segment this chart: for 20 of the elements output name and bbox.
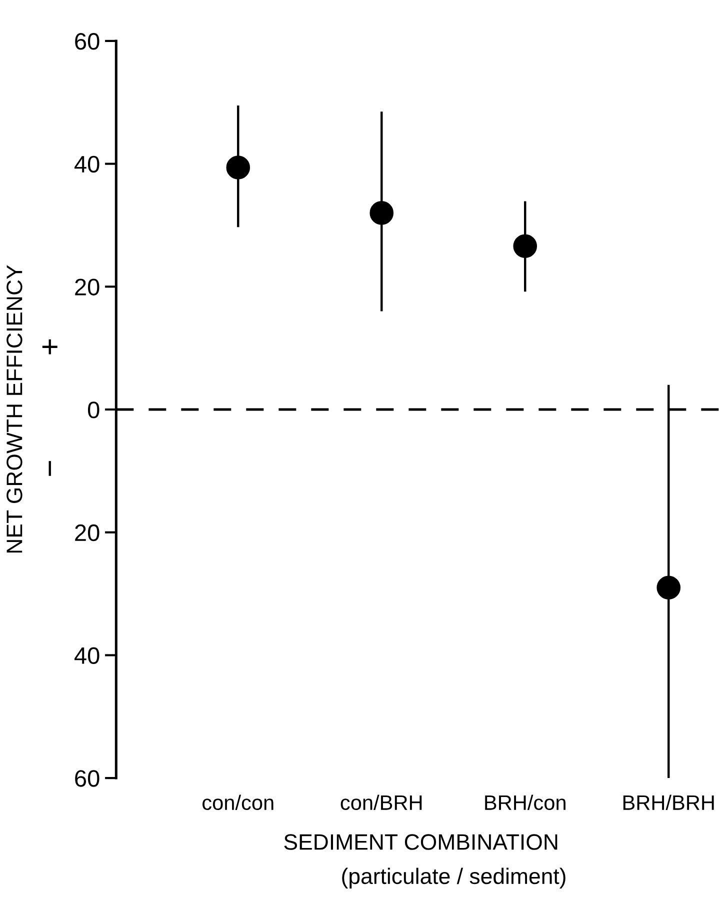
- y-tick-label: 60: [75, 770, 100, 787]
- x-tick-label: con/con: [202, 794, 274, 810]
- text: (particulate / sediment): [342, 868, 566, 889]
- text: +: [42, 339, 58, 354]
- x-tick-label: BRH/BRH: [623, 794, 714, 810]
- point: [370, 201, 394, 225]
- x-tick-label: con/BRH: [340, 794, 422, 810]
- y-tick-label: 20: [75, 278, 100, 296]
- x-tick-label: BRH/con: [485, 794, 566, 810]
- point: [656, 576, 680, 600]
- y-tick-label: 0: [88, 402, 100, 418]
- point: [513, 234, 538, 258]
- x-axis-title: SEDIMENT COMBINATION: [284, 834, 558, 850]
- y-tick-label: 40: [74, 156, 100, 173]
- y-axis-title: NET GROWTH EFFICIENCY: [6, 265, 22, 553]
- y-tick-label: 40: [74, 647, 100, 664]
- point: [226, 156, 250, 180]
- text: −: [48, 461, 51, 476]
- y-tick-label: 60: [75, 33, 100, 50]
- y-tick-label: 20: [75, 524, 100, 542]
